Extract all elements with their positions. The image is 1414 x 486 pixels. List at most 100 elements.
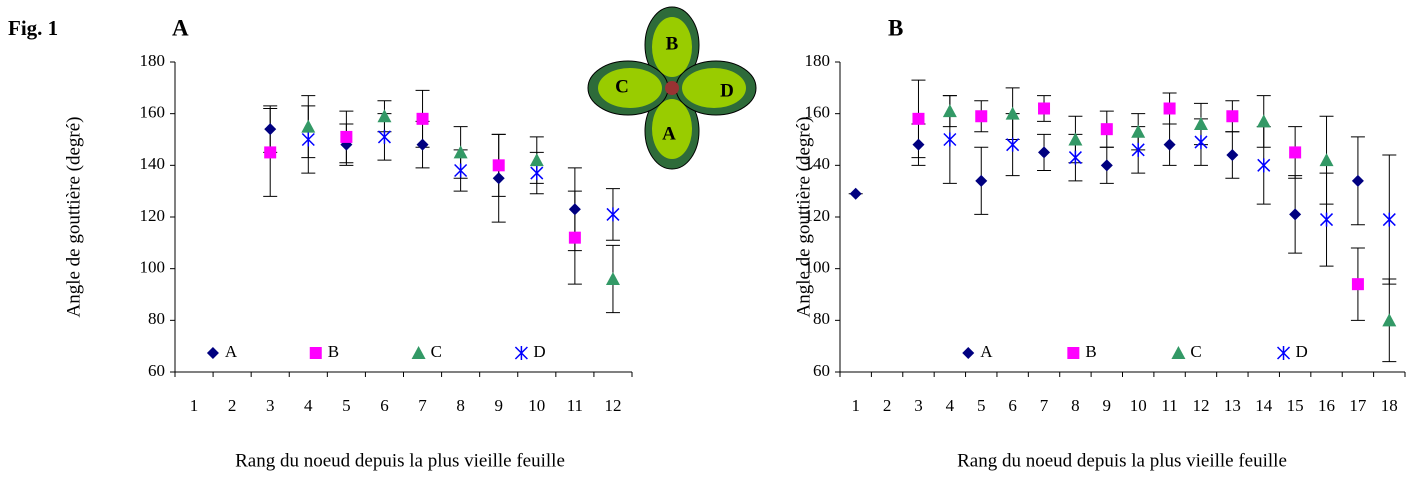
petal-inner [682,68,746,108]
marker [1068,150,1082,165]
marker [1163,138,1176,151]
x-tick-label: 11 [567,396,583,415]
marker [264,146,277,159]
y-tick-label: 100 [140,258,166,277]
marker [1038,102,1051,115]
x-tick-label: 18 [1381,396,1398,415]
x-tick-label: 16 [1318,396,1335,415]
y-tick-label: 160 [140,103,166,122]
marker [1005,106,1020,120]
marker [849,187,862,200]
x-tick-label: 4 [304,396,313,415]
y-tick-label: 80 [148,309,165,328]
x-axis-title: Rang du noeud depuis la plus vieille feu… [957,450,1287,471]
marker [1100,159,1113,172]
y-tick-label: 140 [140,154,166,173]
y-axis-title: Angle de gouttière (degré) [63,117,84,318]
y-tick-label: 160 [805,103,831,122]
y-tick-label: 180 [140,51,166,70]
marker [1194,135,1208,150]
y-tick-label: 140 [805,154,831,173]
marker [301,132,315,147]
y-tick-label: 120 [140,206,166,225]
marker [492,159,505,172]
x-tick-label: 2 [883,396,892,415]
panel-title: A [172,15,189,40]
marker [1067,347,1080,359]
legend-label: A [225,342,238,361]
x-tick-label: 5 [342,396,351,415]
petal-inner [652,99,692,159]
x-tick-label: 8 [456,396,465,415]
marker [492,172,505,185]
x-tick-label: 3 [914,396,923,415]
marker [206,347,219,359]
marker [1319,153,1334,167]
x-tick-label: 9 [1103,396,1112,415]
marker [912,138,925,151]
x-tick-label: 6 [1008,396,1017,415]
x-tick-label: 10 [528,396,545,415]
marker [1351,278,1364,291]
marker [975,174,988,187]
y-tick-label: 60 [148,361,165,380]
x-tick-label: 12 [1192,396,1209,415]
marker [416,112,429,125]
legend-label: D [1296,342,1308,361]
legend-label: B [1085,342,1096,361]
legend-label: B [328,342,339,361]
marker [514,346,528,360]
marker [453,145,468,159]
marker [530,166,544,181]
inset-label: D [720,80,734,101]
x-tick-label: 12 [604,396,621,415]
marker [605,272,620,285]
x-tick-label: 15 [1287,396,1304,415]
marker [1038,146,1051,159]
marker [454,163,468,178]
marker [1256,114,1271,128]
marker [1131,124,1146,138]
x-tick-label: 3 [266,396,275,415]
x-tick-label: 1 [851,396,860,415]
legend-label: C [431,342,442,361]
marker [340,130,353,143]
legend-label: A [980,342,993,361]
marker [529,153,544,167]
marker [1193,117,1208,130]
legend-label: D [533,342,545,361]
marker [912,112,925,125]
y-tick-label: 120 [805,206,831,225]
x-tick-label: 10 [1130,396,1147,415]
marker [1257,158,1271,173]
marker [1226,149,1239,161]
marker [1226,110,1239,123]
marker [1131,142,1145,157]
y-tick-label: 60 [813,361,830,380]
marker [975,110,988,123]
x-tick-label: 14 [1255,396,1273,415]
panel-title: B [888,15,903,40]
y-tick-label: 180 [805,51,831,70]
inset-label: C [615,76,629,97]
marker [1068,132,1083,146]
x-tick-label: 9 [494,396,503,415]
panel: A Angle de gouttière (degré) Rang du noeud… [63,15,633,471]
figure-label: Fig. 1 [8,16,58,40]
x-tick-label: 17 [1349,396,1367,415]
marker [301,119,316,133]
x-tick-label: 8 [1071,396,1080,415]
marker [962,347,975,359]
legend-label: C [1190,342,1201,361]
marker [1276,346,1291,360]
y-axis-title: Angle de gouttière (degré) [793,117,814,318]
x-tick-label: 13 [1224,396,1241,415]
clover-center [665,81,679,95]
clover-inset: B C D A [587,6,757,170]
y-tick-label: 100 [805,258,831,277]
x-tick-label: 1 [190,396,199,415]
marker [568,231,581,244]
marker [377,129,391,144]
petal-inner [598,68,662,108]
